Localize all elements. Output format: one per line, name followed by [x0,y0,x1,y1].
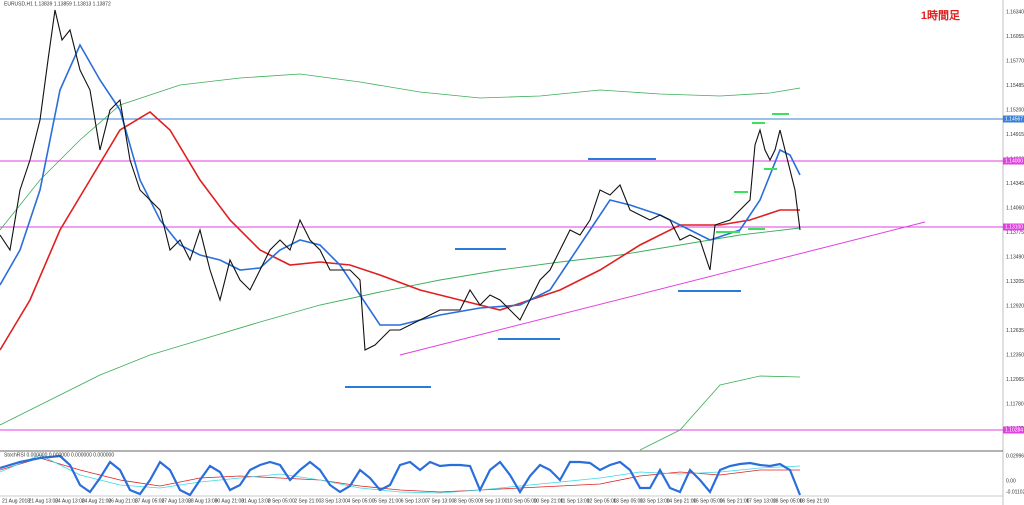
level-label: 1.13100 [1005,224,1023,230]
osc-main [0,454,801,494]
ma-long [0,227,801,426]
time-tick: 12 Sep 05:00 [587,498,617,504]
time-tick: 13 Sep 13:00 [640,498,670,504]
price-tick: 1.15485 [1006,83,1024,89]
price-tick: 1.16055 [1006,34,1024,40]
time-tick: 17 Sep 13:00 [746,498,776,504]
time-tick: 31 Aug 13:00 [241,498,271,504]
osc-tick: 0.00 [1006,478,1016,484]
time-tick: 14 Sep 21:00 [667,498,697,504]
price-tick: 1.13490 [1006,254,1024,260]
time-tick: 16 Sep 21:00 [720,498,750,504]
price-tick: 1.11780 [1006,401,1024,407]
osc-stoch [0,454,802,497]
time-tick: 27 Aug 13:00 [161,498,191,504]
trend-line [399,221,926,356]
time-tick: 13 Sep 05:00 [613,498,643,504]
price-tick: 1.14060 [1006,205,1024,211]
ma-short [0,43,801,326]
time-tick: 16 Sep 05:00 [693,498,723,504]
time-tick: 26 Aug 21:00 [108,498,138,504]
time-tick: 5 Sep 21:00 [374,498,401,504]
green-marks [716,113,789,233]
band-upper [0,73,801,231]
price-tick: 1.12065 [1006,377,1024,383]
time-tick: 3 Sep 13:00 [321,498,348,504]
level-label: 1.10284 [1005,427,1023,433]
price-tick: 1.12635 [1006,328,1024,334]
price-tick: 1.13775 [1006,230,1024,236]
osc-tick: -0.011020 [1006,489,1024,495]
time-tick: 24 Aug 13:00 [55,498,85,504]
price [0,9,801,351]
level-tag [1003,223,1024,231]
time-tick: 21 Aug 13:00 [29,498,59,504]
time-tick: 6 Sep 13:00 [401,498,428,504]
time-tick: 21 Aug 2018 [2,498,30,504]
price-tick: 1.16340 [1006,9,1024,15]
price-tick: 1.12350 [1006,352,1024,358]
time-tick: 24 Aug 21:00 [82,498,112,504]
price-tick: 1.15770 [1006,58,1024,64]
time-tick: 7 Sep 13:00 [427,498,454,504]
price-tick: 1.12920 [1006,303,1024,309]
time-tick: 10 Sep 05:00 [507,498,537,504]
time-tick: 18 Sep 21:00 [799,498,829,504]
price-tick: 1.14915 [1006,132,1024,138]
time-tick: 4 Sep 05:00 [348,498,375,504]
support-marks [345,158,741,388]
timeframe-label: 1時間足 [921,8,961,22]
time-tick: 27 Aug 05:00 [135,498,165,504]
time-tick: 10 Sep 21:00 [534,498,564,504]
level-label: 1.14000 [1005,158,1023,164]
time-tick: 8 Sep 05:00 [454,498,481,504]
time-tick: 2 Sep 21:00 [294,498,321,504]
level-label: 1.14567 [1005,116,1023,122]
level-tag [1003,426,1024,434]
time-tick: 28 Aug 13:00 [188,498,218,504]
price-tick: 1.14345 [1006,181,1024,187]
time-tick: 2 Sep 05:00 [268,498,295,504]
symbol-header: EURUSD,H1 1.13839 1.13859 1.13813 1.1387… [4,1,111,7]
level-tag [1003,157,1024,165]
time-tick: 11 Sep 13:00 [560,498,590,504]
osc-axis: 0.029963 0.00 -0.011020 [1006,453,1024,495]
band-lower [639,375,801,451]
price-tick: 1.13205 [1006,279,1024,285]
osc-header: StochRSI 0.000000 0.000000 0.000000 0.00… [4,452,114,458]
price-tick: 1.15200 [1006,107,1024,113]
time-tick: 9 Sep 13:00 [480,498,507,504]
level-labels: 1.14567 1.14000 1.13100 1.10284 [1003,115,1024,434]
osc-tick: 0.029963 [1006,453,1024,459]
time-tick: 18 Sep 05:00 [773,498,803,504]
level-tag [1003,115,1024,123]
time-tick: 30 Aug 21:00 [215,498,245,504]
